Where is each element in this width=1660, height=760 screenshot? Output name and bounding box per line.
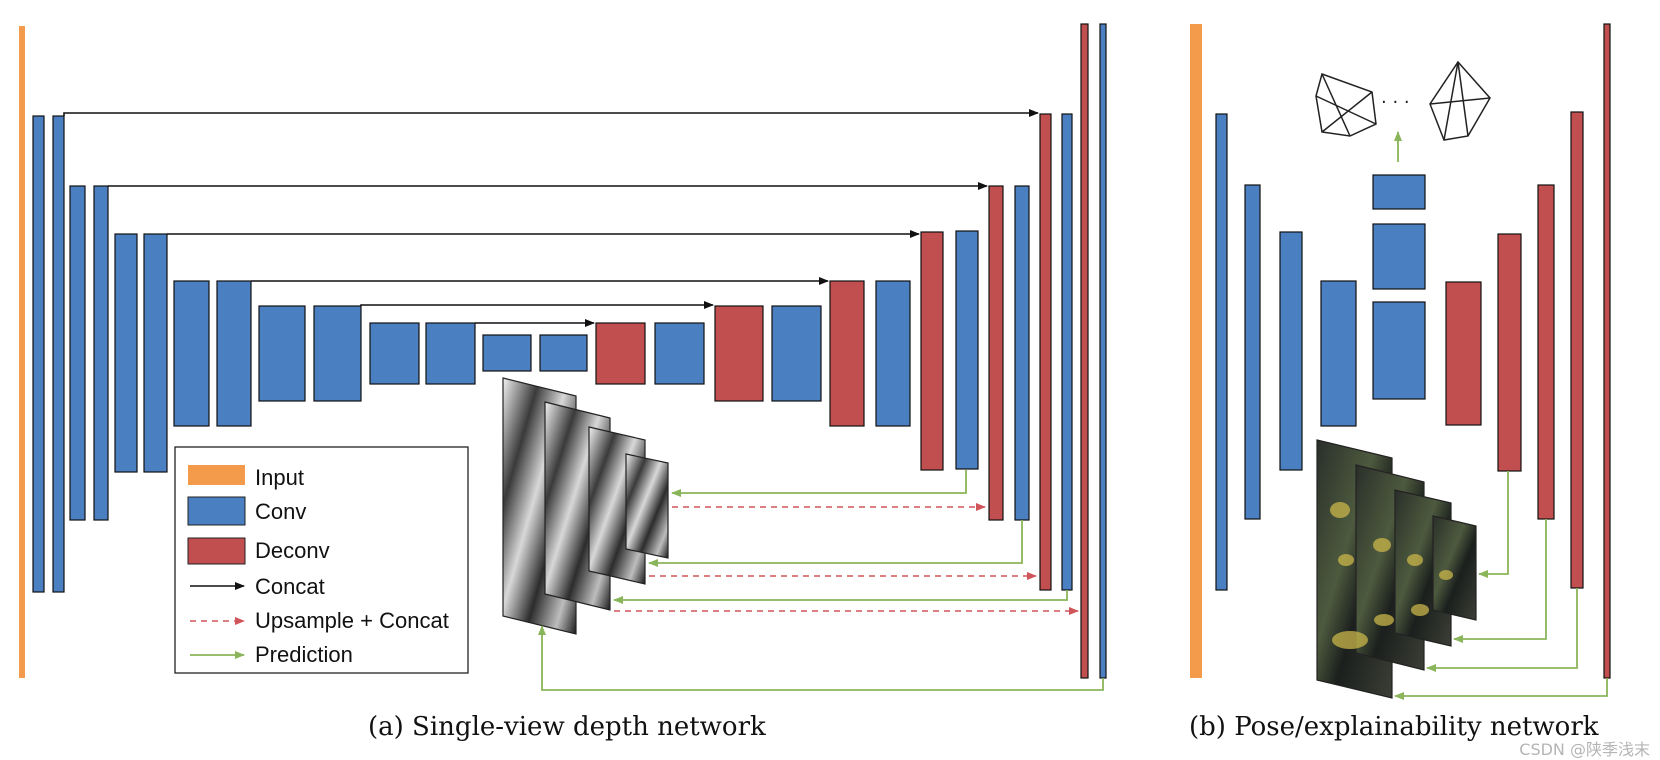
pose-ellipsis: · · ·	[1381, 92, 1410, 113]
explainability-mask-stack	[1316, 439, 1477, 699]
conv-block	[482, 334, 532, 372]
conv-block	[539, 334, 588, 372]
legend-swatch-deconv	[187, 537, 246, 565]
deconv-block	[1445, 281, 1482, 426]
encoder-conv-blocks	[32, 115, 588, 593]
input-layer	[19, 26, 25, 678]
conv-block	[1279, 231, 1303, 471]
conv-block	[1244, 184, 1261, 520]
conv-block	[258, 305, 306, 402]
prediction-arrows	[538, 470, 1104, 691]
legend-swatch-input	[188, 465, 245, 485]
pose-conv-block	[1372, 174, 1426, 210]
pose-encoder-blocks	[1215, 113, 1426, 591]
conv-block	[771, 305, 822, 402]
conv-block	[369, 322, 420, 385]
deconv-block	[714, 305, 764, 402]
deconv-block	[1603, 23, 1611, 679]
conv-block	[1061, 113, 1073, 591]
legend-label-deconv: Deconv	[255, 538, 330, 563]
upsample-concat-arrows	[614, 503, 1079, 615]
caption-depth-network: (a) Single-view depth network	[368, 712, 766, 742]
legend-label-prediction: Prediction	[255, 642, 353, 667]
explainability-decoder-blocks	[1445, 23, 1611, 679]
decoder-blocks	[595, 23, 1107, 679]
conv-block	[425, 322, 476, 385]
pose-wireframe-icon	[1429, 60, 1491, 141]
explainability-mask-image	[1432, 515, 1477, 621]
pose-network: · · ·	[1190, 23, 1611, 700]
deconv-block	[1570, 111, 1584, 589]
deconv-block	[595, 322, 646, 385]
deconv-block	[1537, 184, 1555, 520]
conv-block	[1215, 113, 1228, 591]
conv-block	[93, 185, 109, 521]
conv-block	[875, 280, 911, 427]
caption-pose-network: (b) Pose/explainability network	[1189, 712, 1599, 742]
deconv-block	[1039, 113, 1052, 591]
deconv-block	[1497, 233, 1522, 472]
input-layer	[1190, 24, 1202, 678]
conv-block	[1014, 185, 1030, 521]
pose-wireframe-icon	[1315, 73, 1377, 137]
deconv-block	[829, 280, 865, 427]
legend: Input Conv Deconv Concat Upsample + Conc…	[174, 446, 469, 674]
conv-block	[143, 233, 168, 473]
conv-block	[52, 115, 65, 593]
conv-block	[313, 305, 362, 402]
concat-arrows	[63, 109, 1039, 327]
conv-block	[654, 322, 705, 385]
deconv-block	[1080, 23, 1089, 679]
conv-block	[69, 185, 86, 521]
conv-block	[173, 280, 210, 427]
pose-prediction-arrows	[1394, 471, 1608, 700]
depth-map-image	[625, 453, 669, 559]
legend-swatch-conv	[187, 496, 246, 526]
legend-label-input: Input	[255, 465, 304, 490]
conv-block	[1099, 23, 1107, 679]
depth-network: Input Conv Deconv Concat Upsample + Conc…	[19, 23, 1107, 691]
pose-conv-block	[1372, 223, 1426, 290]
legend-label-concat: Concat	[255, 574, 325, 599]
conv-block	[1320, 280, 1357, 427]
watermark: CSDN @陕季浅末	[1519, 740, 1650, 759]
deconv-block	[920, 231, 944, 471]
conv-block	[955, 230, 979, 470]
deconv-block	[988, 185, 1004, 521]
conv-block	[114, 233, 138, 473]
legend-label-conv: Conv	[255, 499, 306, 524]
depth-prediction-stack	[502, 377, 669, 635]
conv-block	[32, 115, 45, 593]
legend-label-upsample: Upsample + Concat	[255, 608, 449, 633]
conv-block	[216, 280, 252, 427]
pose-conv-block	[1372, 301, 1426, 400]
